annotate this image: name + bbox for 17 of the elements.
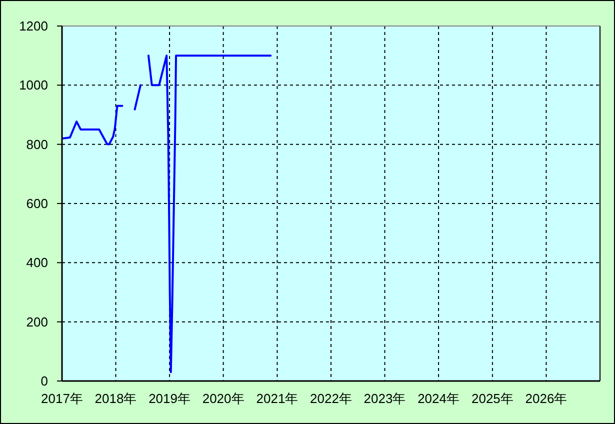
y-tick-label: 600 xyxy=(26,196,48,211)
x-tick-label: 2017年 xyxy=(41,391,83,406)
x-tick-label: 2026年 xyxy=(525,391,568,406)
y-tick-label: 1200 xyxy=(19,18,48,34)
y-tick-label: 0 xyxy=(40,374,48,388)
y-tick-label: 400 xyxy=(26,255,48,270)
x-tick-label: 2021年 xyxy=(256,391,298,406)
y-tick-label: 800 xyxy=(26,136,48,152)
x-tick-label: 2018年 xyxy=(94,391,137,406)
y-tick-label: 1000 xyxy=(19,78,48,93)
y-tick-label: 200 xyxy=(26,314,48,330)
x-tick-label: 2022年 xyxy=(310,391,352,406)
x-tick-label: 2023年 xyxy=(364,391,406,406)
x-tick-label: 2024年 xyxy=(418,391,460,406)
x-tick-label: 2020年 xyxy=(202,391,244,406)
x-tick-label: 2019年 xyxy=(148,391,190,406)
x-tick-label: 2025年 xyxy=(472,391,514,406)
